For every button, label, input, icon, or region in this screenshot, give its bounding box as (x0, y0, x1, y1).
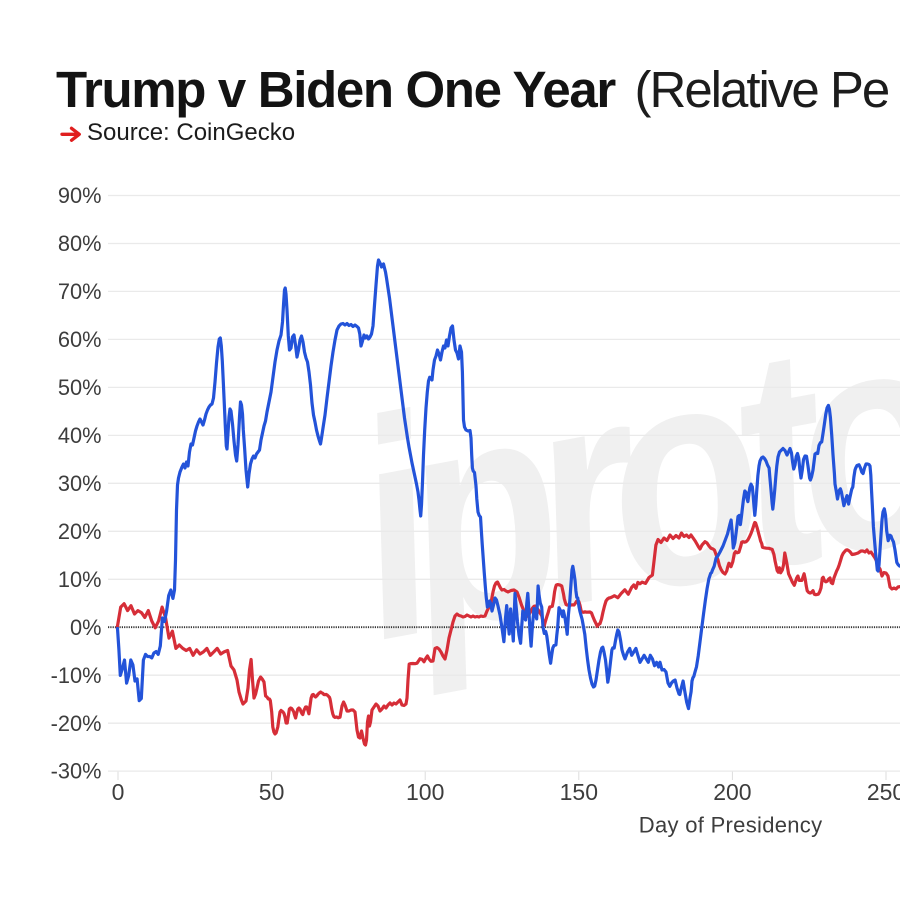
svg-text:0%: 0% (70, 615, 102, 640)
svg-text:20%: 20% (58, 519, 102, 544)
svg-text:60%: 60% (58, 327, 102, 352)
svg-text:30%: 30% (58, 471, 102, 496)
svg-text:-20%: -20% (51, 711, 102, 736)
svg-text:-30%: -30% (51, 759, 102, 784)
svg-text:Day of Presidency: Day of Presidency (639, 813, 823, 838)
svg-text:-10%: -10% (51, 663, 102, 688)
svg-text:80%: 80% (58, 231, 102, 256)
svg-text:0: 0 (112, 779, 125, 805)
svg-text:10%: 10% (58, 567, 102, 592)
svg-text:90%: 90% (58, 183, 102, 208)
svg-text:40%: 40% (58, 423, 102, 448)
svg-text:50%: 50% (58, 375, 102, 400)
svg-text:150: 150 (560, 779, 598, 805)
svg-text:100: 100 (406, 779, 444, 805)
svg-text:200: 200 (713, 779, 751, 805)
svg-text:50: 50 (259, 779, 285, 805)
svg-text:70%: 70% (58, 279, 102, 304)
svg-text:250: 250 (867, 779, 900, 805)
